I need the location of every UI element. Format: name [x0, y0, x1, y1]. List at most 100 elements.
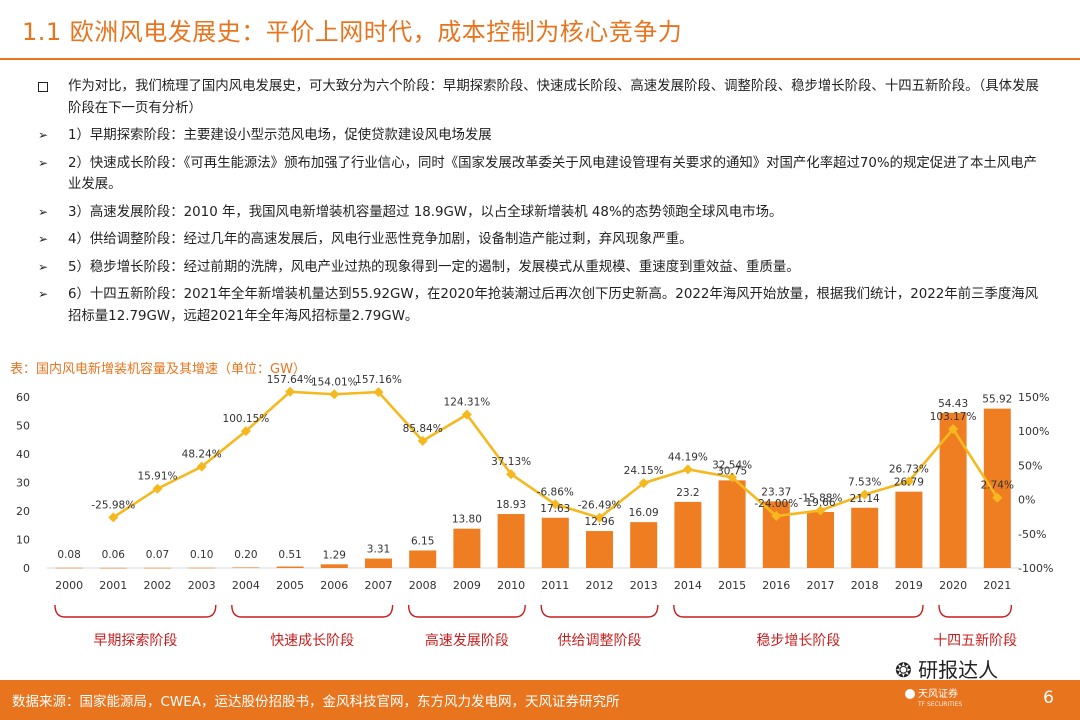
- y2-tick-label: 100%: [1018, 425, 1049, 438]
- bar-value-label: 1.29: [323, 549, 346, 561]
- bar-value-label: 54.43: [938, 398, 968, 410]
- growth-value-label: 24.15%: [624, 465, 664, 477]
- y2-tick-label: -100%: [1018, 562, 1053, 575]
- growth-marker: [196, 461, 207, 472]
- stage-label: 供给调整阶段: [558, 633, 642, 649]
- chart-title: 表：国内风电新增装机容量及其增速（单位：GW）: [10, 362, 306, 377]
- x-tick-label: 2013: [630, 579, 658, 592]
- y-tick-label: 60: [16, 391, 30, 404]
- x-tick-label: 2007: [365, 579, 393, 592]
- growth-value-label: 157.16%: [355, 375, 402, 386]
- bar: [276, 566, 304, 568]
- data-source: 数据来源：国家能源局，CWEA，运达股份招股书，金风科技官网，东方风力发电网，天…: [12, 694, 620, 710]
- stage-label: 十四五新阶段: [933, 633, 1017, 649]
- y-tick-label: 30: [16, 477, 30, 490]
- bullet-item-text: 1）早期探索阶段：主要建设小型示范风电场，促使贷款建设风电场发展: [68, 128, 492, 143]
- arrow-bullet-icon: ➢: [38, 232, 49, 246]
- x-tick-label: 2011: [541, 579, 569, 592]
- wechat-icon: ❂: [895, 658, 912, 682]
- growth-value-label: -25.98%: [91, 499, 135, 511]
- growth-marker: [417, 435, 428, 446]
- bar-value-label: 26.79: [894, 477, 924, 489]
- arrow-bullet-icon: ➢: [38, 204, 49, 219]
- growth-value-label: 124.31%: [444, 397, 491, 409]
- x-tick-label: 2019: [895, 579, 923, 592]
- growth-marker: [329, 389, 340, 400]
- bullet-item-text: 2）快速成长阶段：《可再生能源法》颁布加强了行业信心，同时《国家发展改革委关于风…: [68, 155, 1037, 193]
- bullet-item: ➢ 2）快速成长阶段：《可再生能源法》颁布加强了行业信心，同时《国家发展改革委关…: [38, 153, 1048, 196]
- bar-value-label: 19.66: [805, 497, 835, 509]
- bullet-item: ➢ 3）高速发展阶段：2010 年，我国风电新增装机容量超过 18.9GW，以占…: [38, 202, 1048, 224]
- bar: [586, 531, 613, 568]
- bullet-item: ➢ 6）十四五新阶段：2021年全年新增装机量达到55.92GW，在2020年抢…: [38, 284, 1048, 327]
- stage-bracket: [540, 604, 659, 618]
- bullet-list: 作为对比，我们梳理了国内风电发展史，可大致分为六个阶段：早期探索阶段、快速成长阶…: [38, 76, 1048, 333]
- x-tick-label: 2006: [320, 579, 348, 592]
- growth-marker: [152, 483, 163, 494]
- bar: [232, 567, 260, 569]
- bar: [541, 517, 569, 568]
- footer-bar: 数据来源：国家能源局，CWEA，运达股份招股书，金风科技官网，东方风力发电网，天…: [0, 680, 1080, 720]
- growth-marker: [903, 476, 914, 487]
- bar-value-label: 0.06: [102, 549, 126, 561]
- stage-bracket: [673, 604, 924, 618]
- y-tick-label: 40: [16, 448, 30, 461]
- growth-marker: [461, 409, 472, 420]
- stage-label: 稳步增长阶段: [756, 633, 840, 649]
- bullet-intro: 作为对比，我们梳理了国内风电发展史，可大致分为六个阶段：早期探索阶段、快速成长阶…: [38, 76, 1048, 119]
- bar-value-label: 21.14: [850, 493, 880, 505]
- growth-value-label: -26.49%: [578, 500, 622, 512]
- x-tick-label: 2008: [409, 579, 437, 592]
- watermark-text: 研报达人: [918, 658, 999, 682]
- x-tick-label: 2009: [453, 579, 481, 592]
- stage-label: 早期探索阶段: [93, 632, 177, 649]
- growth-marker: [594, 512, 605, 523]
- growth-marker: [506, 469, 517, 480]
- growth-value-label: 15.91%: [137, 471, 177, 483]
- brand-logo: 天风证券 TF SECURITIES: [905, 689, 962, 710]
- y2-tick-label: 50%: [1018, 459, 1042, 472]
- growth-value-label: -24.00%: [754, 498, 798, 510]
- bar: [99, 567, 127, 569]
- page-number: 6: [1043, 688, 1054, 708]
- bar: [939, 412, 967, 568]
- growth-value-label: 154.01%: [311, 376, 358, 388]
- bullet-item: ➢ 5）稳步增长阶段：经过前期的洗牌，风电产业过热的现象得到一定的遏制，发展模式…: [38, 257, 1048, 279]
- bar-value-label: 30.75: [717, 465, 747, 477]
- growth-value-label: 44.19%: [668, 451, 708, 463]
- x-tick-label: 2004: [232, 579, 260, 592]
- growth-marker: [771, 511, 782, 522]
- growth-value-label: -6.86%: [537, 486, 574, 498]
- growth-value-label: 85.84%: [403, 423, 443, 435]
- bar: [144, 567, 171, 569]
- y-tick-label: 10: [16, 534, 30, 547]
- y2-tick-label: -50%: [1018, 528, 1046, 541]
- bar: [188, 567, 216, 569]
- growth-marker: [859, 489, 870, 500]
- y-tick-label: 20: [16, 505, 30, 518]
- bullet-item-text: 5）稳步增长阶段：经过前期的洗牌，风电产业过热的现象得到一定的遏制，发展模式从重…: [68, 259, 800, 275]
- x-tick-label: 2003: [188, 579, 216, 592]
- growth-value-label: 157.64%: [267, 375, 314, 386]
- x-tick-label: 2018: [851, 579, 879, 592]
- bar-value-label: 0.10: [190, 549, 213, 561]
- growth-marker: [373, 387, 384, 398]
- bar-value-label: 0.07: [146, 549, 169, 561]
- bar: [409, 550, 437, 568]
- y-tick-label: 50: [16, 420, 30, 433]
- title-divider: [0, 58, 1080, 60]
- bar-value-label: 13.80: [452, 514, 482, 526]
- growth-value-label: 48.24%: [182, 449, 222, 461]
- bar-value-label: 0.20: [234, 549, 257, 561]
- bar-value-label: 23.2: [676, 487, 699, 499]
- bar-value-label: 17.63: [540, 503, 570, 515]
- bullet-item: ➢ 1）早期探索阶段：主要建设小型示范风电场，促使贷款建设风电场发展: [38, 125, 1048, 147]
- growth-marker: [727, 472, 738, 483]
- x-tick-label: 2014: [674, 579, 702, 592]
- logo-text: 天风证券: [918, 689, 958, 700]
- growth-value-label: 37.13%: [491, 456, 531, 468]
- bar: [807, 511, 834, 568]
- y2-tick-label: 150%: [1018, 391, 1049, 404]
- bar: [55, 567, 83, 569]
- bullet-item-text: 3）高速发展阶段：2010 年，我国风电新增装机容量超过 18.9GW，以占全球…: [68, 204, 783, 220]
